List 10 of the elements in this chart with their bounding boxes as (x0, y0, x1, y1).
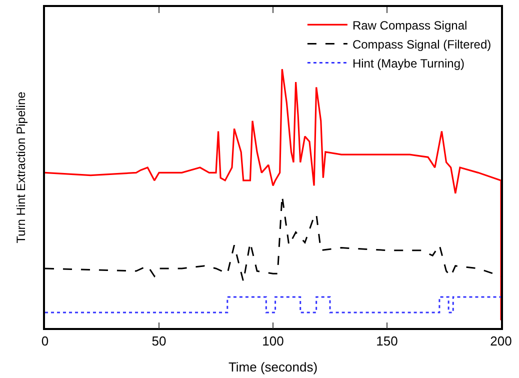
x-axis-title: Time (seconds) (228, 359, 318, 374)
x-tick-label: 100 (262, 333, 284, 348)
x-tick-label: 50 (152, 333, 166, 348)
legend-label: Raw Compass Signal (352, 18, 468, 32)
legend-label: Hint (Maybe Turning) (352, 56, 464, 70)
y-axis-title: Turn Hint Extraction Pipeline (14, 91, 28, 244)
legend-label: Compass Signal (Filtered) (352, 37, 492, 52)
x-tick-label: 150 (376, 333, 398, 348)
x-tick-label: 200 (490, 333, 512, 348)
x-tick-label: 0 (41, 333, 49, 348)
